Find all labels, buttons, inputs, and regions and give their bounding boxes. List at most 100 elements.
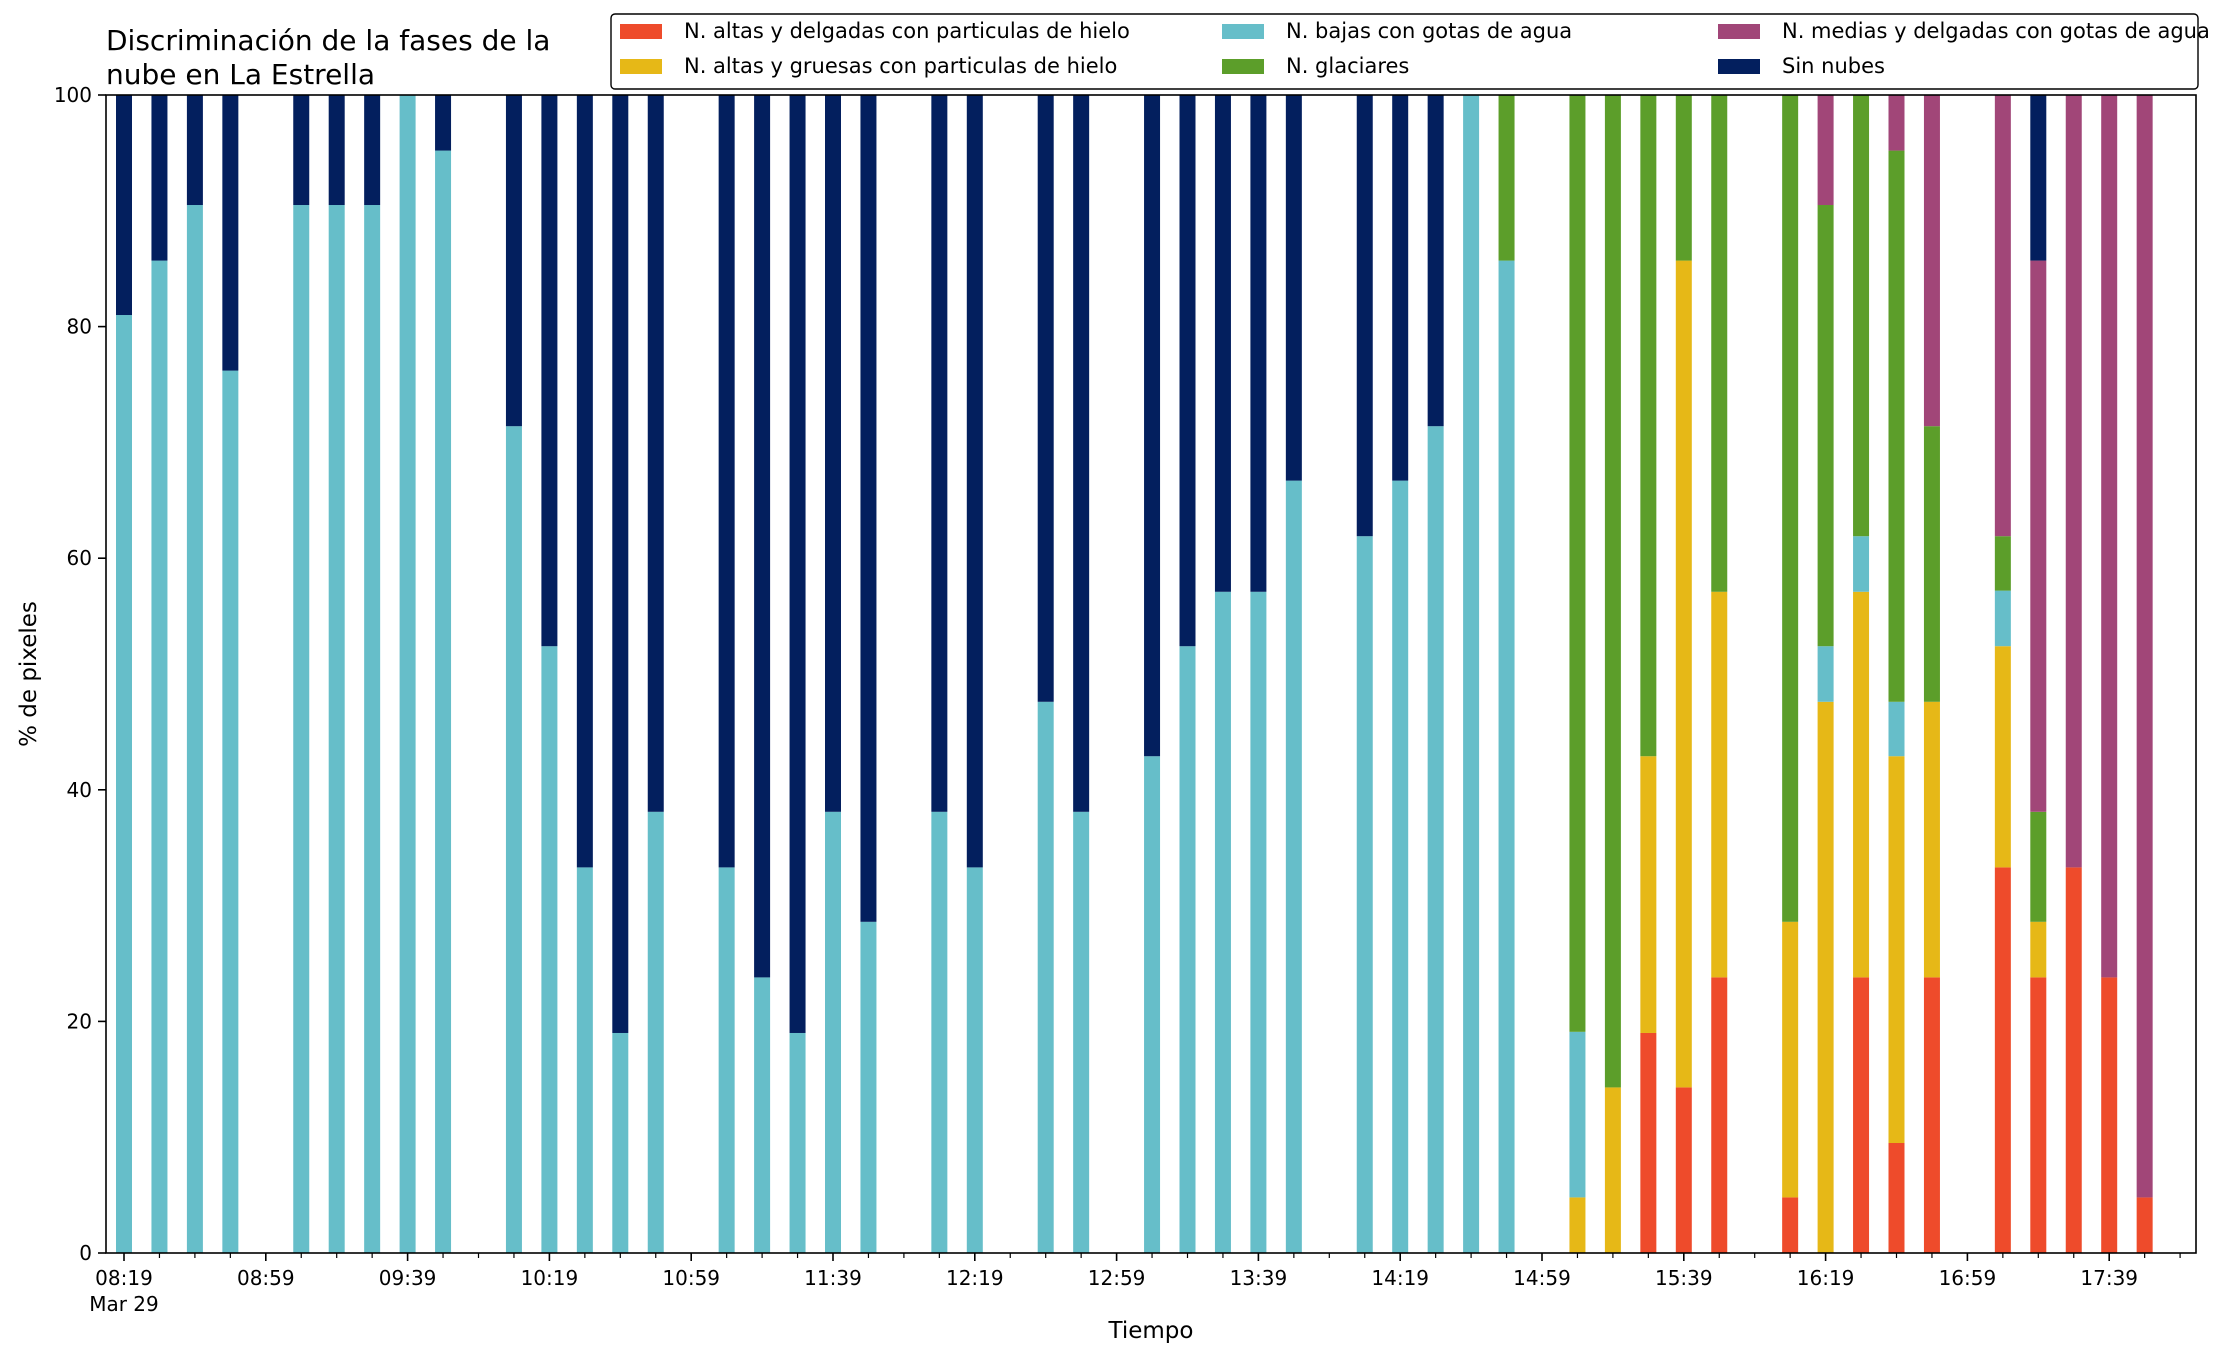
bar-segment-44-0 bbox=[2030, 977, 2047, 1253]
x-tick-label: 08:59 bbox=[237, 1266, 295, 1290]
bar-segment-14-2 bbox=[718, 867, 735, 1253]
bar-segment-32-2 bbox=[1498, 260, 1515, 1254]
bar-segment-33-2 bbox=[1569, 1031, 1586, 1198]
y-tick-label: 40 bbox=[67, 778, 92, 802]
legend: N. altas y delgadas con particulas de hi… bbox=[610, 13, 2210, 90]
bar-segment-29-5 bbox=[1392, 95, 1409, 481]
legend-label: N. altas y gruesas con particulas de hie… bbox=[684, 54, 1117, 78]
bar-segment-39-4 bbox=[1817, 95, 1834, 206]
bar-segment-36-0 bbox=[1675, 1087, 1692, 1253]
x-tick-label: 12:59 bbox=[1088, 1266, 1146, 1290]
bar-segment-35-1 bbox=[1640, 756, 1657, 1033]
x-tick-label: 16:59 bbox=[1939, 1266, 1997, 1290]
bar-segment-44-3 bbox=[2030, 811, 2047, 922]
bar-segment-17-2 bbox=[825, 811, 841, 1253]
legend-swatch bbox=[1222, 24, 1264, 39]
bar-segment-20-5 bbox=[966, 95, 983, 868]
legend-label: N. glaciares bbox=[1286, 54, 1409, 78]
legend-swatch bbox=[1718, 24, 1760, 39]
bar-segment-33-3 bbox=[1569, 95, 1586, 1032]
x-tick-label: 10:19 bbox=[521, 1266, 579, 1290]
y-axis: 0 20 40 60 80 100 bbox=[54, 83, 106, 1265]
x-axis-label: Tiempo bbox=[1108, 1318, 1194, 1344]
bar-segment-16-5 bbox=[789, 95, 806, 1033]
bar-segment-40-0 bbox=[1853, 977, 1870, 1253]
bar-segment-41-0 bbox=[1888, 1142, 1905, 1253]
bar-segment-42-0 bbox=[1923, 977, 1940, 1253]
bar-segment-26-5 bbox=[1250, 95, 1267, 592]
bar-segment-27-5 bbox=[1285, 95, 1302, 481]
bar-segment-28-5 bbox=[1356, 95, 1373, 537]
bar-segment-5-5 bbox=[328, 95, 345, 206]
legend-swatch bbox=[620, 24, 662, 39]
bar-segment-42-3 bbox=[1923, 426, 1940, 702]
bar-segment-31-2 bbox=[1463, 95, 1480, 1253]
x-tick-label: 13:39 bbox=[1230, 1266, 1288, 1290]
bar-segment-3-2 bbox=[222, 370, 239, 1254]
bar-segment-24-2 bbox=[1179, 646, 1196, 1253]
chart-title-line-1: Discriminación de la fases de la bbox=[106, 24, 550, 57]
bar-segment-47-4 bbox=[2136, 95, 2153, 1198]
bar-segment-7-2 bbox=[399, 95, 416, 1253]
bar-segment-6-2 bbox=[364, 205, 381, 1253]
bar-segment-24-5 bbox=[1179, 95, 1196, 647]
bar-segment-15-2 bbox=[754, 977, 771, 1253]
bar-segment-33-1 bbox=[1569, 1197, 1586, 1253]
bar-segment-30-5 bbox=[1427, 95, 1444, 427]
bar-segment-9-5 bbox=[505, 95, 522, 427]
bar-segment-28-2 bbox=[1356, 536, 1373, 1253]
bar-segment-40-1 bbox=[1853, 591, 1870, 978]
bar-segment-8-5 bbox=[435, 95, 452, 151]
bar-segment-2-5 bbox=[186, 95, 203, 206]
x-tick-label: 08:19 bbox=[95, 1266, 153, 1290]
bar-segment-44-4 bbox=[2030, 260, 2047, 812]
bar-segment-43-2 bbox=[1994, 590, 2011, 647]
bar-segment-25-5 bbox=[1214, 95, 1231, 592]
bar-segment-41-2 bbox=[1888, 701, 1905, 757]
legend-swatch bbox=[1718, 59, 1760, 74]
bar-segment-1-5 bbox=[151, 95, 168, 261]
bar-segment-43-1 bbox=[1994, 646, 2011, 868]
legend-swatch bbox=[1222, 59, 1264, 74]
bar-segment-15-5 bbox=[754, 95, 771, 978]
bar-segment-44-5 bbox=[2030, 95, 2047, 261]
bar-segment-22-5 bbox=[1073, 95, 1090, 812]
bar-segment-19-5 bbox=[931, 95, 948, 812]
bar-segment-9-2 bbox=[505, 426, 522, 1253]
bar-segment-40-2 bbox=[1853, 536, 1870, 592]
bar-segment-46-4 bbox=[2101, 95, 2118, 978]
bar-segment-44-1 bbox=[2030, 921, 2047, 978]
x-tick-label: 15:39 bbox=[1655, 1266, 1713, 1290]
x-date-label: Mar 29 bbox=[89, 1292, 159, 1316]
bar-segment-3-5 bbox=[222, 95, 239, 371]
bar-segment-34-1 bbox=[1604, 1087, 1621, 1253]
legend-box bbox=[610, 13, 2199, 90]
bar-segment-13-5 bbox=[647, 95, 664, 812]
bar-segment-5-2 bbox=[328, 205, 345, 1253]
bar-segment-36-3 bbox=[1675, 95, 1692, 261]
bar-segment-38-3 bbox=[1782, 95, 1799, 922]
bar-segment-27-2 bbox=[1285, 480, 1302, 1253]
bar-segment-12-5 bbox=[612, 95, 629, 1033]
bar-segment-6-5 bbox=[364, 95, 381, 206]
bar-segment-16-2 bbox=[789, 1032, 806, 1253]
bar-segment-43-0 bbox=[1994, 867, 2011, 1253]
bar-segment-43-3 bbox=[1994, 536, 2011, 591]
bar-segment-10-2 bbox=[541, 646, 558, 1253]
x-tick-label: 12:19 bbox=[946, 1266, 1004, 1290]
y-tick-label: 0 bbox=[79, 1241, 92, 1265]
plot-frame bbox=[105, 94, 2197, 1254]
bar-segment-23-5 bbox=[1144, 95, 1161, 757]
bar-segment-30-2 bbox=[1427, 426, 1444, 1253]
bar-segment-45-4 bbox=[2065, 95, 2082, 868]
x-tick-label: 09:39 bbox=[379, 1266, 437, 1290]
bar-segment-12-2 bbox=[612, 1032, 629, 1253]
bar-segment-17-5 bbox=[825, 95, 841, 812]
bar-segment-21-2 bbox=[1037, 701, 1054, 1253]
bar-segment-43-4 bbox=[1994, 95, 2011, 537]
x-tick-label: 14:19 bbox=[1371, 1266, 1429, 1290]
bar-segment-21-5 bbox=[1037, 95, 1054, 702]
bars-group bbox=[116, 95, 2153, 1254]
bar-segment-11-2 bbox=[576, 867, 593, 1253]
bar-segment-14-5 bbox=[718, 95, 735, 868]
